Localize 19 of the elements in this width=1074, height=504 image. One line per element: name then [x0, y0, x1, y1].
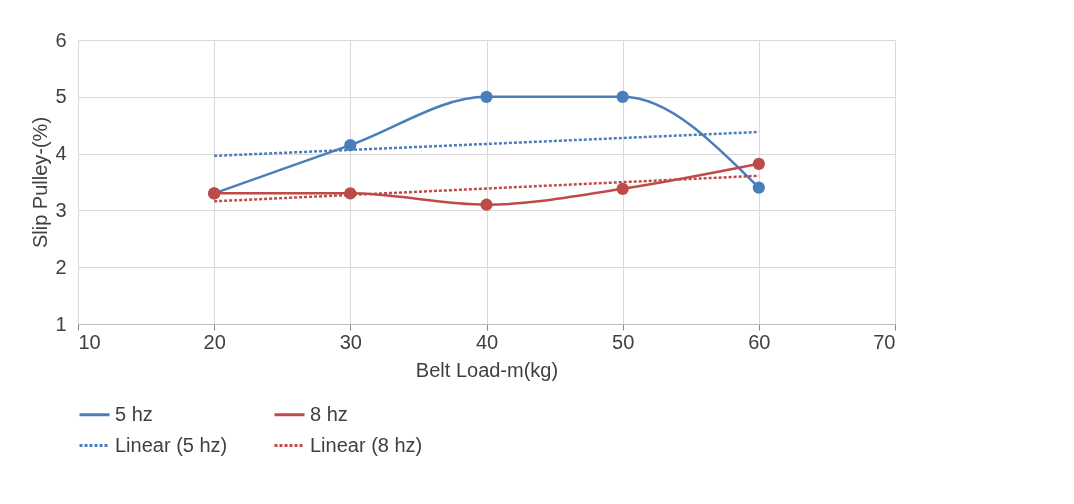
x-tick-label: 60: [748, 330, 771, 353]
y-tick-label: 3: [55, 198, 67, 221]
x-tick-label: 40: [475, 330, 499, 353]
x-tick-label: 50: [612, 330, 635, 353]
x-tick-label: 20: [203, 330, 226, 353]
y-tick-label: 1: [55, 312, 67, 335]
y-tick-label: 4: [55, 142, 67, 165]
y-tick-label: 2: [55, 255, 67, 278]
x-tick-label: 30: [339, 330, 362, 353]
legend-label: Linear (5 hz): [115, 433, 228, 456]
legend-label: 8 hz: [310, 402, 348, 425]
y-tick-label: 5: [55, 85, 67, 108]
x-tick-label: 70: [873, 330, 896, 353]
y-axis-title: Slip Pulley-(%): [29, 116, 52, 249]
legend-label: Linear (8 hz): [310, 433, 423, 456]
x-tick-label: 10: [78, 330, 101, 353]
x-axis-title: Belt Load-m(kg): [415, 358, 559, 381]
y-tick-label: 6: [55, 28, 67, 51]
legend-label: 5 hz: [115, 402, 153, 425]
